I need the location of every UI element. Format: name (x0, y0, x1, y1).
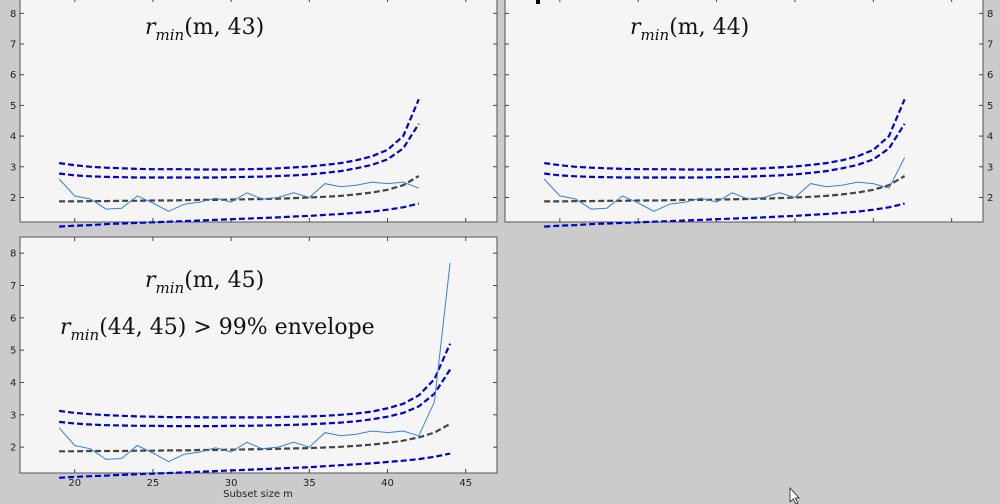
annotation-symbol: r (630, 15, 642, 40)
y-tick-label: 8 (10, 249, 16, 260)
y-tick-label: 5 (987, 101, 993, 112)
x-tick-label: 45 (459, 478, 472, 489)
y-tick-label: 4 (10, 132, 16, 143)
y-tick-label: 5 (10, 101, 16, 112)
annotation-symbol: r (145, 268, 157, 293)
y-tick-label: 5 (10, 346, 16, 357)
envelope-annotation: rmin(44, 45) > 99% envelope (60, 315, 375, 344)
annotation-subscript: min (156, 26, 185, 44)
annotation-symbol: r (145, 15, 157, 40)
y-tick-label: 3 (10, 410, 16, 421)
x-tick-label: 25 (147, 478, 160, 489)
annotation-subscript: min (71, 326, 100, 344)
series-line-mean (59, 422, 451, 453)
annotation-symbol: r (60, 315, 72, 340)
annotation-args: (44, 45) > 99% envelope (99, 315, 374, 340)
plot-area (504, 0, 984, 223)
y-axis: 2 3 4 5 6 7 8 (10, 249, 497, 454)
y-tick-label: 2 (10, 193, 16, 204)
y-axis: 2 3 4 5 6 7 8 (505, 9, 993, 204)
y-tick-label: 4 (987, 132, 993, 143)
x-tick-label: 40 (381, 478, 394, 489)
x-tick-label: 20 (68, 478, 81, 489)
x-axis: 20 25 30 35 40 45 (68, 237, 472, 489)
series-line-env-upper-inner (58, 368, 452, 428)
y-tick-label: 6 (987, 70, 993, 81)
series-group (543, 98, 906, 228)
x-axis-label: Subset size m (223, 489, 293, 500)
y-tick-label: 7 (10, 281, 16, 292)
series-line-observed (543, 157, 906, 212)
stray-mark (536, 0, 540, 4)
series-group (58, 262, 452, 479)
y-tick-label: 7 (10, 40, 16, 51)
series-line-env-upper-inner (544, 123, 906, 179)
y-tick-label: 7 (987, 40, 993, 51)
series-line-env-lower (544, 202, 905, 228)
series-line-mean (59, 175, 420, 203)
series-line-env-lower (59, 452, 451, 479)
y-tick-label: 3 (987, 162, 993, 173)
y-tick-label: 8 (10, 9, 16, 20)
annotation-args: (m, 44) (669, 15, 749, 40)
panel-annotation: rmin(m, 43) (145, 15, 264, 44)
series-group (58, 98, 420, 228)
y-tick-label: 2 (987, 193, 993, 204)
y-axis: 2 3 4 5 6 7 8 (10, 9, 497, 204)
y-tick-label: 3 (10, 162, 16, 173)
series-line-mean (544, 175, 906, 203)
series-line-env-upper-outer (58, 343, 452, 419)
plot-area (19, 236, 498, 474)
series-line-env-lower (59, 202, 420, 228)
annotation-subscript: min (156, 279, 185, 297)
series-line-env-upper-inner (58, 123, 420, 179)
y-tick-label: 8 (987, 9, 993, 20)
y-tick-label: 6 (10, 70, 16, 81)
series-line-env-upper-outer (58, 98, 420, 171)
y-tick-label: 2 (10, 443, 16, 454)
annotation-subscript: min (641, 26, 670, 44)
x-tick-label: 35 (303, 478, 316, 489)
chart-panel-top-right: 2 3 4 5 6 7 8 rmin(m, 44) (504, 0, 993, 228)
panel-annotation: rmin(m, 45) (145, 268, 264, 297)
y-tick-label: 6 (10, 313, 16, 324)
x-tick-label: 30 (225, 478, 238, 489)
plot-area (19, 0, 498, 223)
y-tick-label: 4 (10, 378, 16, 389)
series-line-observed (58, 262, 451, 463)
series-line-env-upper-outer (544, 98, 906, 171)
annotation-args: (m, 45) (184, 268, 264, 293)
panel-annotation: rmin(m, 44) (630, 15, 749, 44)
annotation-args: (m, 43) (184, 15, 264, 40)
chart-panel-top-left: 2 3 4 5 6 7 8 rmin(m, 43) (10, 0, 498, 228)
series-line-observed (58, 178, 419, 212)
